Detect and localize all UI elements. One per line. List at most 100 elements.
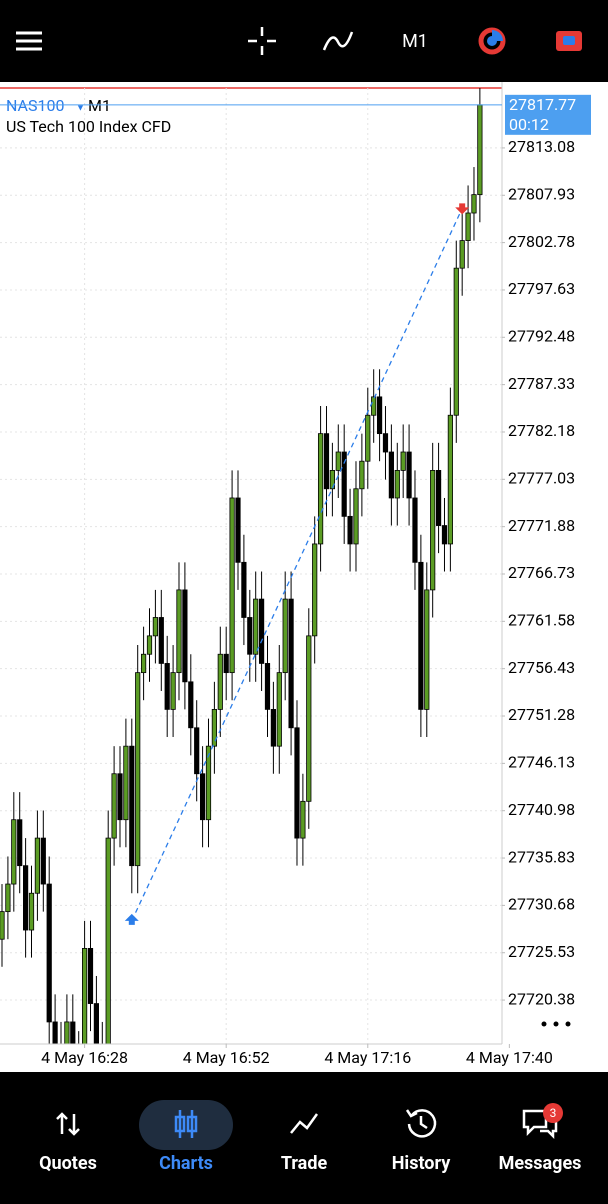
candle-body [140,653,147,674]
nav-icon [405,1109,437,1138]
candle-body [477,104,483,196]
candle-body [182,589,188,683]
nav-glyph [56,1112,80,1136]
more-button[interactable] [541,1021,571,1027]
candle-body [70,1021,76,1044]
candle-body [435,469,442,526]
trade-button[interactable] [478,27,506,55]
candle-body [152,617,158,637]
y-tick-label: 27807.93 [508,184,575,203]
candle-body [424,589,430,710]
candle-body [317,433,324,545]
one-click-button[interactable] [556,31,582,51]
candle-body [170,672,176,710]
candle-body [199,773,206,821]
candle-body [23,865,29,931]
candle-body [129,745,135,867]
candle-body [247,617,253,655]
candle-body [235,497,241,563]
candle-body [264,663,271,710]
candle-body [453,267,459,416]
plot [0,88,502,1044]
candle-body [382,433,389,453]
candle-body [412,497,418,563]
candle-body [135,672,141,867]
chart-area [0,82,608,1072]
candle-body [323,433,330,490]
candle-body [164,663,170,710]
candle-body [430,469,436,591]
symbol[interactable]: NAS100 [6,96,64,115]
candle-body [46,883,52,1023]
sell-arrow [455,203,470,215]
nav-label[interactable]: Charts [159,1153,213,1174]
candle-body [158,617,164,664]
timeframe-button[interactable]: M1 [402,31,428,52]
y-tick-label: 27720.38 [508,989,575,1008]
y-tick-label: 27735.83 [508,847,575,866]
candle-body [465,212,471,241]
candle-body [223,653,229,674]
nav-label[interactable]: History [392,1153,451,1174]
candle-body [406,451,412,499]
x-tick-label: 4 May 17:40 [466,1048,553,1067]
candle-body [306,635,312,802]
candle-body [371,396,377,416]
candle-body [34,837,41,894]
nav-icon [174,1110,198,1138]
crosshair-button[interactable] [248,27,276,55]
menu-button[interactable] [16,31,42,51]
symbol-dropdown[interactable]: ▼ [76,103,85,113]
candle-body [105,837,111,1044]
nav-icons [56,1109,558,1140]
y-tick-label: 27740.98 [508,800,575,819]
candle-body [194,727,200,775]
current-price: 27817.77 [509,95,576,114]
candle-body [82,948,88,1044]
y-tick-label: 27777.03 [508,469,575,488]
candle-body [471,194,477,214]
y-tick-label: 27751.28 [508,705,575,724]
y-tick-label: 27730.68 [508,895,575,914]
y-tick-label: 27787.33 [508,374,575,393]
y-tick-label: 27782.18 [508,421,575,440]
candle-body [0,911,5,940]
candle-body [205,745,212,821]
candle-body [282,598,288,674]
candle-body [229,497,235,674]
nav-label[interactable]: Trade [281,1153,328,1174]
candle-body [441,525,448,545]
candle-body [17,819,23,867]
x-tick-label: 4 May 16:52 [183,1048,270,1067]
messages-badge [543,1103,563,1123]
nav-icon [290,1113,319,1134]
candle-body [217,653,223,710]
y-tick-label: 27756.43 [508,658,575,677]
buy-arrow [124,913,139,925]
candle-body [353,488,359,545]
candle-body [87,948,94,1004]
candle-body [341,451,347,517]
candle-body [176,589,182,674]
indicators-button[interactable] [322,31,354,51]
chart-timeframe: M1 [88,96,111,115]
candle-body [211,709,217,747]
active-tab-pill [139,1100,233,1150]
candle-body [365,414,371,462]
candle-body [64,1021,70,1044]
candle-body [300,800,306,839]
candle-body [253,598,259,655]
price-label-box [505,94,591,135]
candle-body [288,598,294,729]
bottom-nav [0,1072,608,1200]
candle-body [388,451,394,499]
nav-label[interactable]: Messages [499,1153,582,1174]
nav-label[interactable]: Quotes [39,1153,97,1174]
candle-body [312,543,318,637]
trade-line [131,208,463,922]
y-tick-label: 27797.63 [508,279,575,298]
y-tick-label: 27725.53 [508,942,575,961]
candle-body [400,451,406,471]
